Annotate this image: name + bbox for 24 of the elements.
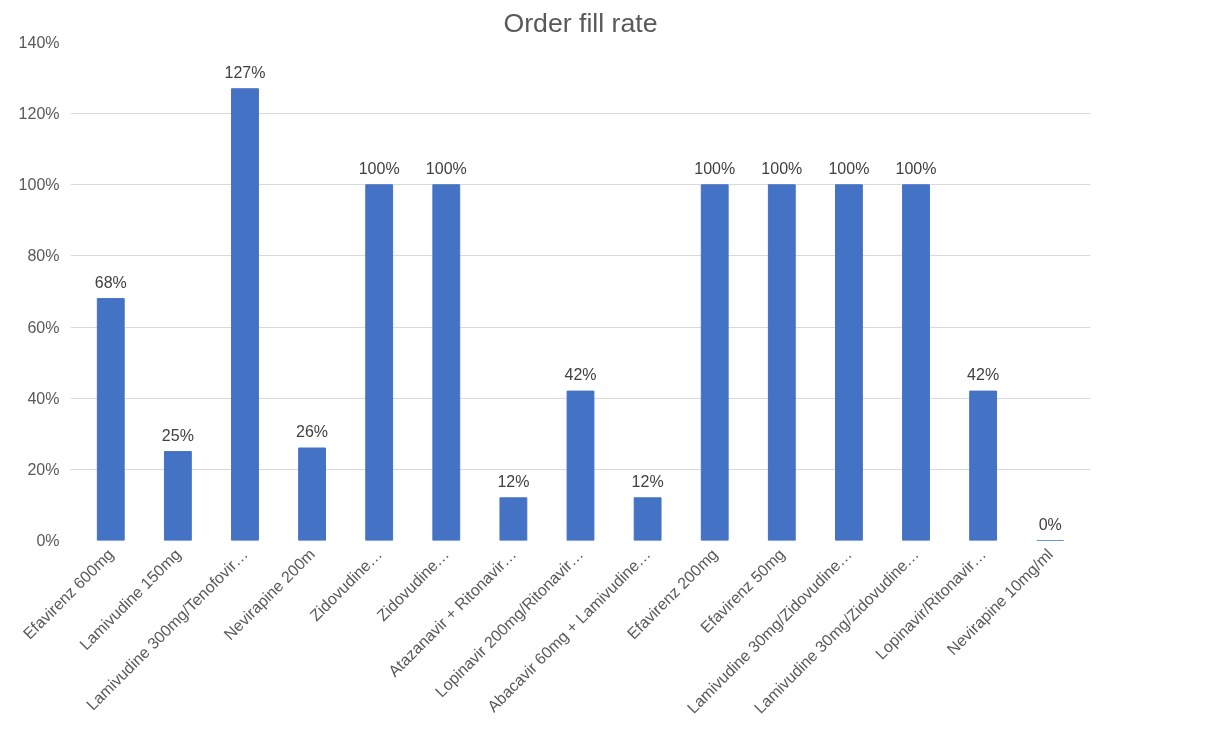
data-label: 100% (694, 159, 736, 177)
y-tick-label: 60% (27, 318, 60, 336)
data-label: 12% (497, 472, 530, 490)
data-label: 100% (828, 159, 870, 177)
data-label: 42% (564, 366, 597, 384)
data-label: 26% (296, 423, 329, 441)
y-tick-label: 80% (27, 247, 60, 265)
data-label: 100% (425, 159, 467, 177)
data-label: 12% (631, 472, 664, 490)
y-tick-label: 100% (18, 176, 60, 194)
data-label: 127% (224, 63, 266, 81)
data-label: 100% (761, 159, 803, 177)
y-tick-label: 140% (18, 34, 60, 51)
data-label: 25% (161, 426, 194, 444)
y-tick-label: 20% (27, 460, 60, 478)
data-label: 100% (358, 159, 400, 177)
y-tick-label: 120% (18, 105, 60, 123)
data-label: 100% (895, 159, 937, 177)
data-label: 0% (1038, 515, 1062, 533)
y-tick-label: 40% (27, 389, 60, 407)
data-label: 68% (94, 273, 127, 291)
data-label: 42% (967, 366, 1000, 384)
y-tick-label: 0% (36, 532, 60, 549)
chart-title: Order fill rate (503, 7, 658, 38)
